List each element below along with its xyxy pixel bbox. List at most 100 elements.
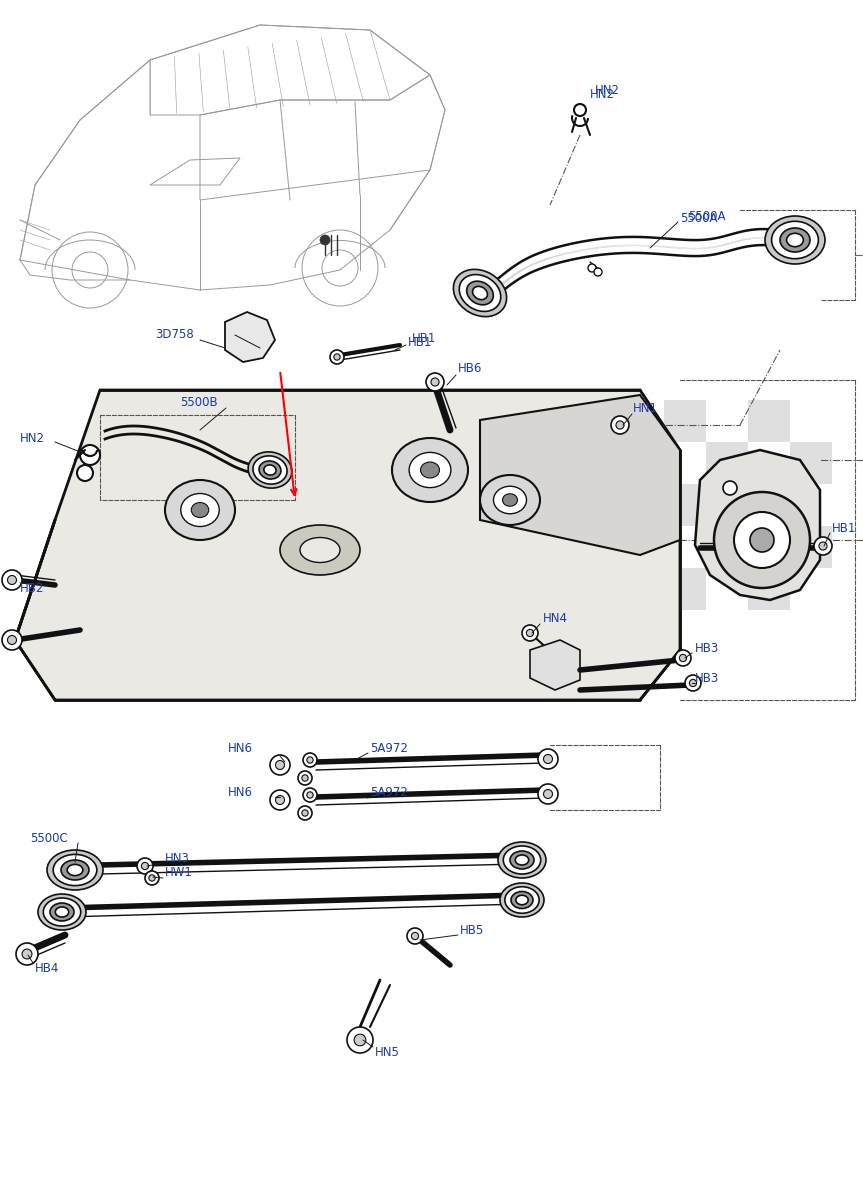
Text: 5500A: 5500A: [688, 210, 726, 222]
Ellipse shape: [420, 462, 439, 478]
Bar: [664, 400, 706, 442]
Circle shape: [675, 650, 691, 666]
Circle shape: [354, 1034, 366, 1046]
Circle shape: [685, 674, 701, 691]
Ellipse shape: [38, 894, 86, 930]
Circle shape: [80, 445, 100, 464]
Bar: [664, 568, 706, 610]
Bar: [748, 400, 790, 442]
Text: parts: parts: [280, 581, 393, 619]
Circle shape: [544, 755, 552, 763]
Ellipse shape: [494, 486, 526, 514]
Circle shape: [679, 654, 687, 661]
Ellipse shape: [409, 452, 450, 487]
Ellipse shape: [253, 456, 287, 484]
Ellipse shape: [392, 438, 468, 502]
Bar: [622, 526, 664, 568]
Ellipse shape: [280, 526, 360, 575]
Ellipse shape: [192, 503, 209, 517]
Text: HB6: HB6: [458, 361, 482, 374]
Ellipse shape: [47, 850, 103, 890]
Circle shape: [426, 373, 444, 391]
Circle shape: [814, 538, 832, 554]
Ellipse shape: [43, 898, 81, 926]
Ellipse shape: [453, 269, 507, 317]
Circle shape: [298, 770, 312, 785]
Circle shape: [16, 943, 38, 965]
Ellipse shape: [264, 464, 276, 475]
Circle shape: [8, 576, 16, 584]
Ellipse shape: [480, 475, 540, 526]
Ellipse shape: [765, 216, 825, 264]
Text: HN6: HN6: [228, 786, 253, 799]
Bar: [622, 442, 664, 484]
Circle shape: [330, 350, 344, 364]
Circle shape: [270, 755, 290, 775]
Ellipse shape: [55, 907, 69, 917]
Ellipse shape: [500, 883, 544, 917]
Circle shape: [723, 481, 737, 494]
Text: HN4: HN4: [543, 612, 568, 624]
Circle shape: [145, 871, 159, 886]
Text: HW1: HW1: [165, 866, 192, 880]
Text: HN6: HN6: [228, 742, 253, 755]
Ellipse shape: [786, 233, 803, 247]
Circle shape: [275, 761, 285, 769]
Text: 3D758: 3D758: [155, 329, 194, 342]
Circle shape: [431, 378, 439, 386]
Circle shape: [270, 790, 290, 810]
Text: 5500A: 5500A: [680, 211, 717, 224]
Circle shape: [298, 806, 312, 820]
Ellipse shape: [459, 275, 501, 312]
Polygon shape: [225, 312, 275, 362]
Circle shape: [2, 570, 22, 590]
Circle shape: [148, 875, 155, 881]
Circle shape: [714, 492, 810, 588]
Ellipse shape: [515, 854, 529, 865]
Bar: [790, 526, 832, 568]
Text: 5A972: 5A972: [370, 742, 408, 755]
Text: 5500C: 5500C: [30, 832, 68, 845]
Circle shape: [407, 928, 423, 944]
Text: HB1: HB1: [408, 336, 432, 348]
Circle shape: [142, 863, 148, 870]
Circle shape: [302, 810, 308, 816]
Text: HB5: HB5: [460, 924, 484, 936]
Circle shape: [320, 235, 330, 245]
Circle shape: [588, 264, 596, 272]
Bar: [580, 568, 622, 610]
Ellipse shape: [67, 864, 83, 876]
Ellipse shape: [165, 480, 235, 540]
Ellipse shape: [503, 846, 541, 874]
Bar: [580, 484, 622, 526]
Circle shape: [574, 104, 586, 116]
Circle shape: [611, 416, 629, 434]
Text: HB4: HB4: [35, 961, 60, 974]
Circle shape: [307, 757, 313, 763]
Bar: [580, 400, 622, 442]
Ellipse shape: [467, 281, 494, 305]
Ellipse shape: [180, 493, 219, 527]
Circle shape: [819, 542, 827, 550]
Text: HB1: HB1: [832, 522, 856, 534]
Ellipse shape: [505, 887, 539, 913]
Ellipse shape: [516, 895, 528, 905]
Circle shape: [750, 528, 774, 552]
Ellipse shape: [498, 842, 546, 878]
Circle shape: [544, 790, 552, 798]
Text: 5500B: 5500B: [180, 396, 217, 408]
Circle shape: [137, 858, 153, 874]
Ellipse shape: [54, 854, 97, 886]
Text: HB3: HB3: [695, 672, 719, 684]
Text: HN5: HN5: [375, 1045, 400, 1058]
Ellipse shape: [300, 538, 340, 563]
Circle shape: [538, 749, 558, 769]
Circle shape: [334, 354, 340, 360]
Ellipse shape: [61, 860, 89, 880]
Circle shape: [412, 932, 419, 940]
Text: HN1: HN1: [633, 402, 658, 414]
Circle shape: [522, 625, 538, 641]
Polygon shape: [15, 390, 680, 700]
Circle shape: [734, 512, 790, 568]
Circle shape: [347, 1027, 373, 1054]
